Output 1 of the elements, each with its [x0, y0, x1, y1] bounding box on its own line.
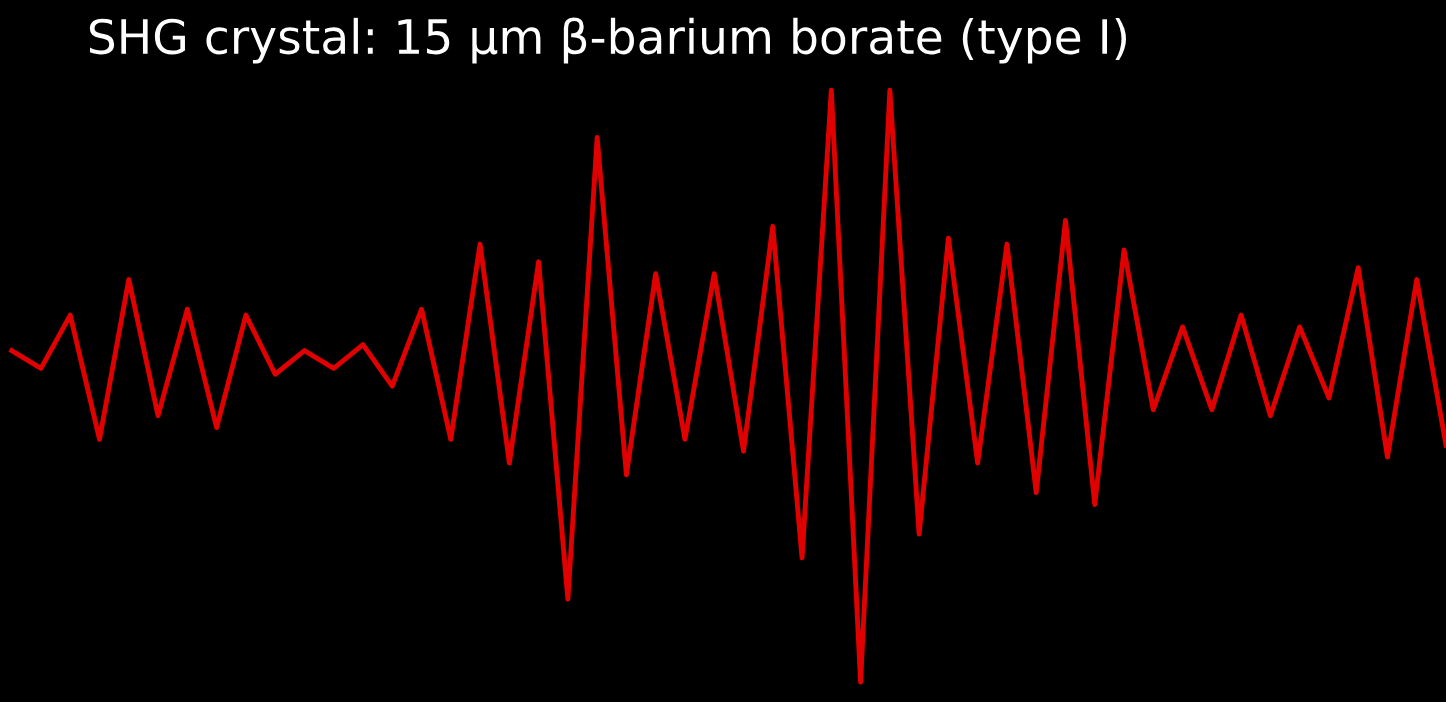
- chart-title: SHG crystal: 15 μm β-barium borate (type I): [89, 17, 1126, 64]
